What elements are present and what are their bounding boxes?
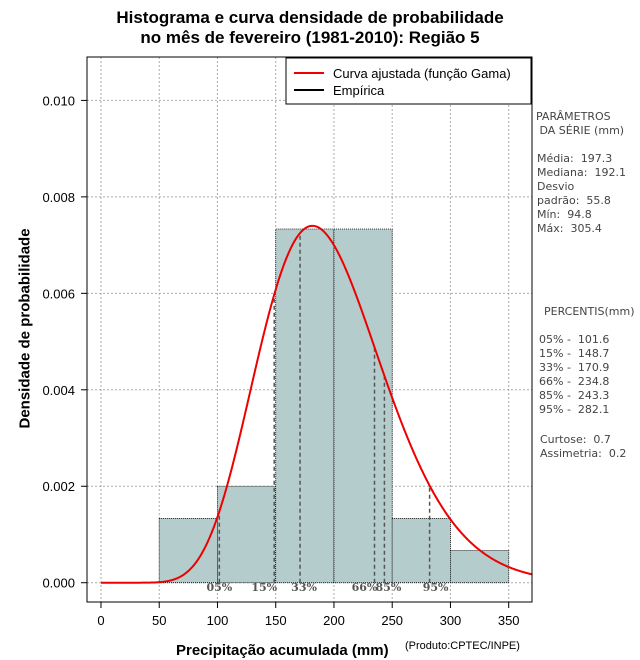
bar-layer <box>158 228 510 584</box>
density-curve <box>100 224 533 584</box>
x-tick-label: 150 <box>265 613 287 628</box>
x-tick-label: 50 <box>152 613 166 628</box>
percentile-layer: 05% 15% 33% 66%85% 95% <box>206 233 449 594</box>
axis-layer: 0 50 100 150 200 250 300 350 0.000 0.002 0.004 0.00… <box>42 56 533 628</box>
y-tick-label: 0.008 <box>42 190 75 205</box>
histogram-bar <box>158 518 218 584</box>
y-tick-label: 0.004 <box>42 383 75 398</box>
params-heading: PARÂMETROS DA SÉRIE (mm) <box>536 110 625 137</box>
y-tick-label: 0.006 <box>42 286 75 301</box>
chart-title: Histograma e curva densidade de probabil… <box>60 8 560 48</box>
histogram-bar <box>275 228 335 584</box>
legend-label-empirical: Empírica <box>333 83 385 98</box>
x-axis-label: Precipitação acumulada (mm) <box>176 642 389 659</box>
histogram-bar <box>391 518 451 584</box>
percentile-label: 85% <box>376 581 402 594</box>
plot-frame <box>86 56 533 603</box>
y-tick-label: 0.000 <box>42 576 75 591</box>
y-tick-label: 0.002 <box>42 479 75 494</box>
percentile-label: 05% <box>206 581 232 594</box>
percentis-values: 05% - 101.6 15% - 148.7 33% - 170.9 66% … <box>539 333 610 416</box>
x-tick-label: 350 <box>498 613 520 628</box>
params-values: Média: 197.3 Mediana: 192.1 Desvio padrã… <box>537 152 626 235</box>
percentis-heading: PERCENTIS(mm) <box>544 305 635 318</box>
legend-box <box>285 57 532 105</box>
legend: Curva ajustada (função Gama) Empírica <box>285 57 532 105</box>
shape-stats: Curtose: 0.7 Assimetria: 0.2 <box>540 433 627 460</box>
percentile-label: 33% <box>291 581 317 594</box>
product-credit: (Produto:CPTEC/INPE) <box>405 640 520 652</box>
y-axis-label: Densidade de probabilidade <box>16 228 34 429</box>
chart-title-line-2: no mês de fevereiro (1981-2010): Região … <box>140 28 480 47</box>
percentile-label: 66% <box>352 581 378 594</box>
histogram-bar <box>333 228 393 584</box>
curve-layer <box>100 224 533 584</box>
x-tick-label: 200 <box>323 613 345 628</box>
y-tick-label: 0.010 <box>42 93 75 108</box>
x-tick-label: 300 <box>440 613 462 628</box>
x-tick-label: 0 <box>97 613 104 628</box>
histogram-bar <box>450 550 510 584</box>
legend-label-curve: Curva ajustada (função Gama) <box>333 66 511 81</box>
percentile-label: 95% <box>423 581 449 594</box>
histogram-bar <box>217 485 277 584</box>
x-tick-label: 250 <box>381 613 403 628</box>
percentile-label: 15% <box>251 581 277 594</box>
chart-title-line-1: Histograma e curva densidade de probabil… <box>116 8 504 27</box>
x-tick-label: 100 <box>207 613 229 628</box>
